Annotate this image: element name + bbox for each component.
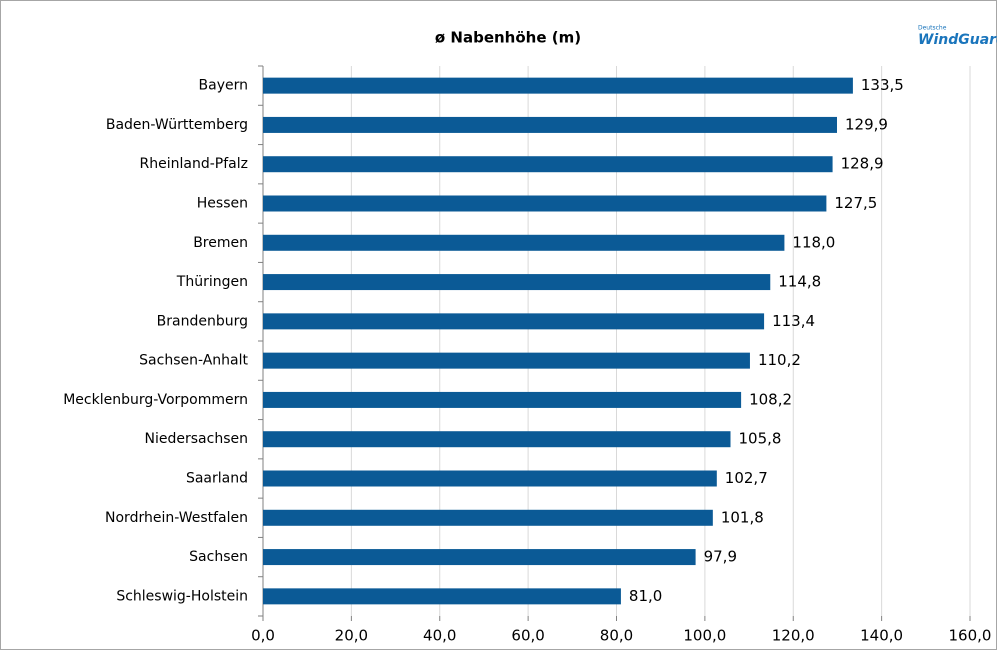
bar	[263, 195, 827, 212]
value-label: 105,8	[739, 430, 782, 448]
x-tick-label: 100,0	[683, 627, 726, 645]
value-label: 114,8	[778, 273, 821, 291]
bar	[263, 549, 696, 566]
x-tick-label: 60,0	[511, 627, 544, 645]
bar	[263, 588, 621, 605]
bar	[263, 470, 717, 487]
bar	[263, 274, 771, 291]
y-tick-label: Bremen	[193, 235, 248, 251]
y-tick-label: Rheinland-Pfalz	[140, 156, 248, 172]
x-tick-label: 80,0	[600, 627, 633, 645]
bar	[263, 391, 742, 408]
value-label: 128,9	[841, 155, 884, 173]
y-tick-label: Baden-Württemberg	[106, 117, 248, 133]
logo-top: Deutsche	[918, 25, 947, 32]
x-tick-label: 140,0	[860, 627, 903, 645]
value-label: 113,4	[772, 312, 815, 330]
logo: WindGuard	[918, 32, 997, 48]
bar	[263, 352, 750, 369]
y-tick-label: Saarland	[186, 471, 248, 487]
x-tick-label: 120,0	[772, 627, 815, 645]
value-label: 129,9	[845, 115, 888, 133]
x-tick-label: 40,0	[423, 627, 456, 645]
value-label: 110,2	[758, 351, 801, 369]
y-tick-label: Niedersachsen	[145, 431, 248, 447]
bar	[263, 234, 785, 251]
x-tick-label: 20,0	[335, 627, 368, 645]
value-label: 127,5	[834, 194, 877, 212]
y-tick-label: Schleswig-Holstein	[116, 588, 248, 604]
bar	[263, 509, 713, 526]
value-label: 97,9	[704, 548, 737, 566]
y-tick-label: Thüringen	[176, 274, 248, 290]
value-label: 101,8	[721, 508, 764, 526]
y-tick-label: Hessen	[197, 196, 248, 212]
x-tick-label: 0,0	[251, 627, 275, 645]
value-label: 108,2	[749, 390, 792, 408]
y-tick-label: Brandenburg	[157, 313, 248, 329]
value-label: 133,5	[861, 76, 904, 94]
bar	[263, 116, 837, 133]
bar	[263, 431, 731, 448]
y-tick-label: Sachsen	[189, 549, 248, 565]
value-label: 81,0	[629, 587, 662, 605]
chart-title: ø Nabenhöhe (m)	[435, 29, 581, 47]
bar	[263, 313, 765, 330]
value-label: 118,0	[792, 233, 835, 251]
y-tick-label: Mecklenburg-Vorpommern	[63, 392, 248, 408]
y-tick-label: Nordrhein-Westfalen	[105, 510, 248, 526]
value-label: 102,7	[725, 469, 768, 487]
y-tick-label: Bayern	[199, 78, 248, 94]
y-tick-label: Sachsen-Anhalt	[139, 353, 248, 369]
bar	[263, 77, 853, 94]
bar	[263, 156, 833, 173]
x-tick-label: 160,0	[949, 627, 992, 645]
